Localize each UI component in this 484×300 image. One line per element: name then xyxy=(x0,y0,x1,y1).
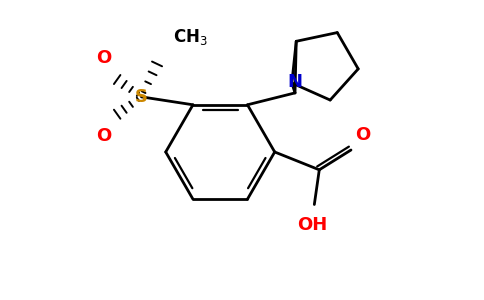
Text: OH: OH xyxy=(297,216,328,234)
Text: S: S xyxy=(135,88,148,106)
Text: CH$_3$: CH$_3$ xyxy=(173,27,208,47)
Text: O: O xyxy=(355,126,370,144)
Text: O: O xyxy=(96,49,111,67)
Text: N: N xyxy=(287,73,302,91)
Text: O: O xyxy=(96,127,111,145)
